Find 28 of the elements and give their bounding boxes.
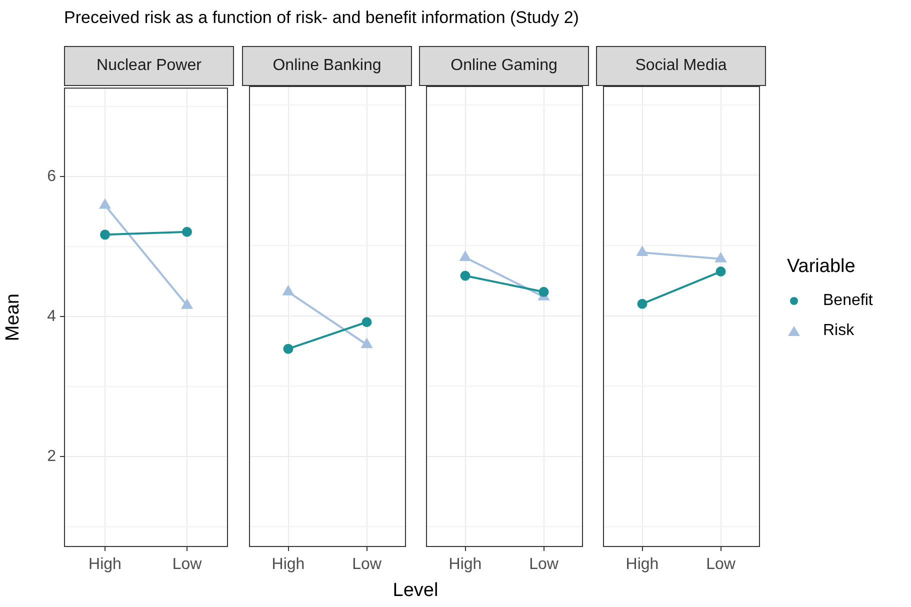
point [716, 266, 726, 277]
x-tick-label: High [626, 556, 659, 574]
legend-label: Risk [823, 322, 854, 340]
x-tick-label: High [272, 556, 305, 574]
text: Preceived risk as a function of risk- and benefit information (Study 2) [64, 8, 579, 28]
legend-label: Benefit [823, 292, 873, 310]
point [362, 317, 372, 328]
point [283, 344, 294, 354]
x-tick-label: High [448, 556, 482, 574]
x-tick-label: Low [172, 556, 202, 574]
y-tick-label: 6 [47, 168, 56, 185]
x-tick-label: Low [352, 556, 382, 574]
y-axis-title: Mean [2, 294, 24, 342]
x-tick-label: High [88, 556, 122, 574]
chart-title: Nuclear Power [64, 46, 234, 86]
point [637, 298, 648, 309]
y-tick-label: 2 [47, 448, 56, 466]
x-tick-label: Low [529, 556, 559, 574]
chart-title: Social Media [596, 46, 766, 86]
point [460, 270, 470, 281]
chart-title: Online Banking [242, 46, 412, 86]
x-axis-title: Level [392, 580, 440, 602]
point [182, 226, 192, 237]
legend-title: Variable [787, 256, 856, 278]
y-tick-label: 4 [47, 308, 56, 326]
point [100, 230, 110, 240]
x-tick-label: Low [706, 556, 736, 574]
chart-title: Online Gaming [419, 46, 589, 86]
